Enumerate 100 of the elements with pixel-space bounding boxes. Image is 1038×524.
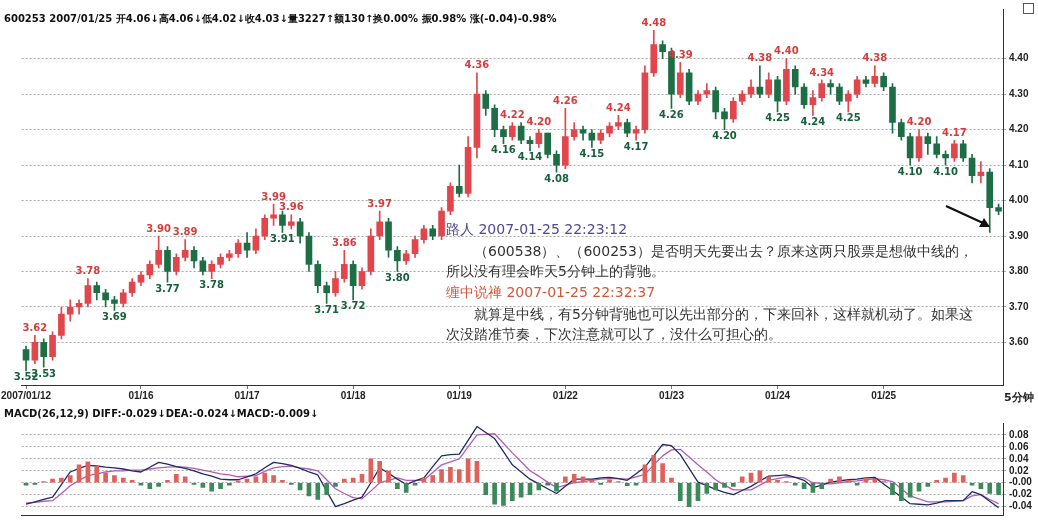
bar <box>996 482 1001 496</box>
bar <box>934 480 940 483</box>
bar <box>722 482 727 488</box>
bar <box>253 476 259 483</box>
bar <box>324 482 329 496</box>
annotation: 4.24 <box>800 116 826 128</box>
bar <box>315 482 321 500</box>
annotation: 4.25 <box>765 112 790 124</box>
annotation: 3.89 <box>172 226 198 238</box>
annotation: 路人 2007-01-25 22:23:12 <box>446 220 628 239</box>
annotation: 3.96 <box>278 201 304 213</box>
bar <box>403 482 409 493</box>
bar <box>112 475 117 483</box>
annotation: 4.24 <box>606 102 631 114</box>
bar <box>50 478 55 483</box>
bar <box>271 475 276 483</box>
y-tick-label: 3.60 <box>1009 336 1029 348</box>
bar <box>960 475 966 483</box>
annotation: 4.15 <box>579 147 605 159</box>
x-tick-label: 01/22 <box>552 389 579 401</box>
bar <box>165 480 170 483</box>
bar <box>341 478 347 483</box>
x-tick-label: 01/25 <box>871 389 897 401</box>
annotation: 4.22 <box>499 109 525 121</box>
bar <box>156 482 161 487</box>
bar <box>174 474 179 483</box>
annotation: 3.91 <box>270 233 295 245</box>
y-tick-label: 3.90 <box>1009 229 1029 241</box>
bar <box>669 477 674 483</box>
bar <box>660 463 665 483</box>
annotation: 3.71 <box>314 304 340 316</box>
bar <box>377 460 383 483</box>
annotation: 4.38 <box>862 52 888 64</box>
x-tick-label: 01/19 <box>446 389 473 401</box>
bar <box>943 477 948 483</box>
y-tick-label: -0.02 <box>1009 488 1033 500</box>
bar <box>509 482 515 501</box>
bar <box>563 476 568 483</box>
bar <box>359 474 365 483</box>
annotation: 4.10 <box>897 165 923 177</box>
bar <box>209 482 215 492</box>
bar <box>872 478 878 483</box>
annotation: 3.99 <box>261 190 286 202</box>
x-tick-label: 01/18 <box>340 389 367 401</box>
bar <box>739 476 745 483</box>
bar <box>59 477 64 483</box>
bar <box>182 476 188 483</box>
y-tick-label: 4.20 <box>1009 123 1029 135</box>
annotation: 4.48 <box>641 16 667 28</box>
y-tick-label: -0.04 <box>1009 500 1033 512</box>
x-tick-label: 01/23 <box>658 389 685 401</box>
bar <box>890 482 895 496</box>
bar <box>845 480 851 483</box>
bar <box>731 482 736 487</box>
annotation: 4.26 <box>659 108 684 120</box>
bar <box>67 475 73 483</box>
annotation: 4.16 <box>491 144 516 156</box>
bar <box>925 482 931 487</box>
annotation: 3.77 <box>155 282 180 294</box>
annotation: 4.40 <box>774 45 799 57</box>
x-tick-label: 01/17 <box>234 389 261 401</box>
bar <box>624 482 630 487</box>
y-tick-label: 0.08 <box>1009 428 1029 440</box>
bar <box>456 469 462 483</box>
annotation: 3.80 <box>385 272 410 284</box>
bar <box>757 470 763 483</box>
annotation: 3.72 <box>340 300 366 312</box>
annotation: 4.38 <box>747 52 773 64</box>
annotation: （600538）、（600253）是否明天先要出去？原来这两只股票是想做中线的，所以没有理会昨天5分钟上的背驰。 <box>446 242 974 281</box>
bar <box>218 482 223 490</box>
x-tick-label: 2007/01/12 <box>1 389 52 401</box>
y-tick-label: 3.70 <box>1009 300 1029 312</box>
bar <box>775 480 780 483</box>
annotation: 3.69 <box>102 311 127 323</box>
bar <box>76 464 82 483</box>
bar <box>677 482 683 501</box>
bar <box>395 482 400 490</box>
bar <box>492 482 497 505</box>
annotation: 4.14 <box>517 151 543 163</box>
bar <box>589 480 595 483</box>
bar <box>713 482 718 491</box>
bar <box>94 465 100 483</box>
annotation: 4.17 <box>623 140 649 152</box>
annotation: 4.20 <box>906 116 932 128</box>
bar <box>987 482 993 494</box>
bar <box>280 480 285 483</box>
annotation: 4.20 <box>526 116 552 128</box>
bar <box>103 472 108 483</box>
annotation: 4.26 <box>553 94 578 106</box>
x-tick-label: 01/24 <box>765 389 791 401</box>
bar <box>448 466 453 483</box>
bar <box>244 478 250 483</box>
annotation: 4.20 <box>712 130 737 142</box>
x-tick-label: 01/16 <box>128 389 154 401</box>
bar <box>483 482 489 496</box>
y-tick-label: 0.04 <box>1009 452 1029 464</box>
annotation: 缠中说禅 2007-01-25 22:32:37 <box>446 283 656 302</box>
annotation: 3.78 <box>75 265 101 277</box>
annotation: 4.17 <box>942 126 967 138</box>
annotation: 3.62 <box>22 321 48 333</box>
